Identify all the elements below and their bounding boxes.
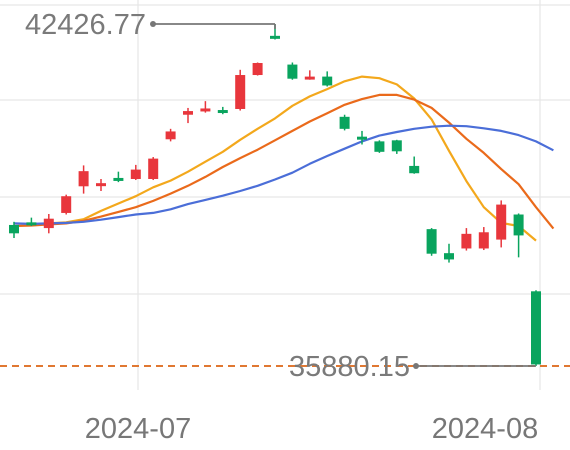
candle-body [200,108,211,112]
candle [287,62,298,80]
candle-body [374,141,385,152]
series-line-ma_mid [13,93,555,230]
candle-body [444,253,454,260]
candle-body [478,232,489,249]
chart-grid [0,0,570,390]
candle-body [43,218,54,229]
candle-body [78,171,89,187]
candle [461,228,472,251]
candle [26,217,37,227]
candle [496,200,507,248]
price-annotations: 42426.77 35880.15 [25,9,536,383]
candle [78,165,89,194]
candle [426,228,437,256]
candle-body [339,116,350,129]
candle-body [96,183,106,187]
candle-body [148,158,159,179]
candle-body [252,63,263,76]
candle [235,69,246,111]
candle [165,128,176,142]
candle [61,194,72,215]
candle [357,130,367,145]
series-line-ma_short [31,75,537,242]
candle [96,178,106,192]
candle-body [235,75,246,109]
candle [130,164,141,181]
candle [513,213,524,258]
candle [322,71,333,87]
candle [43,213,54,234]
candle-body [61,196,72,213]
candles [9,24,541,366]
series-line-ma_long [13,124,554,225]
candle-body [113,177,124,181]
candle-body [26,222,37,226]
candle-body [426,229,437,254]
candle [9,221,19,239]
candle [531,290,541,366]
candle-body [183,111,193,115]
candle [217,106,228,115]
candle [409,156,420,174]
moving-average-lines [13,75,555,242]
candle [478,227,489,251]
candle-body [357,136,367,140]
candle [148,157,159,181]
candle [391,139,402,154]
candle [113,171,124,183]
candle-body [391,140,402,152]
candle [183,107,193,124]
candle-body [531,291,541,365]
candle-body [322,76,333,86]
candle-body [496,204,507,240]
x-tick-label: 2024-07 [85,413,191,445]
candle-body [513,214,524,236]
low-price-label: 35880.15 [289,351,410,383]
candle [339,114,350,131]
candle [252,62,263,76]
high-price-label: 42426.77 [25,9,146,41]
candle-body [409,165,420,174]
candle-body [9,224,19,234]
x-axis: 2024-07 2024-08 [85,413,538,445]
candle [444,243,454,263]
candle [304,70,315,80]
x-tick-label: 2024-08 [432,413,538,445]
candle-body [217,110,228,114]
candle [374,140,385,153]
candle-body [270,35,280,39]
candle-body [304,76,315,80]
candle-body [130,169,141,179]
candle [200,101,211,113]
candle-body [461,233,472,249]
candle-body [165,131,176,140]
candle-body [287,64,298,79]
